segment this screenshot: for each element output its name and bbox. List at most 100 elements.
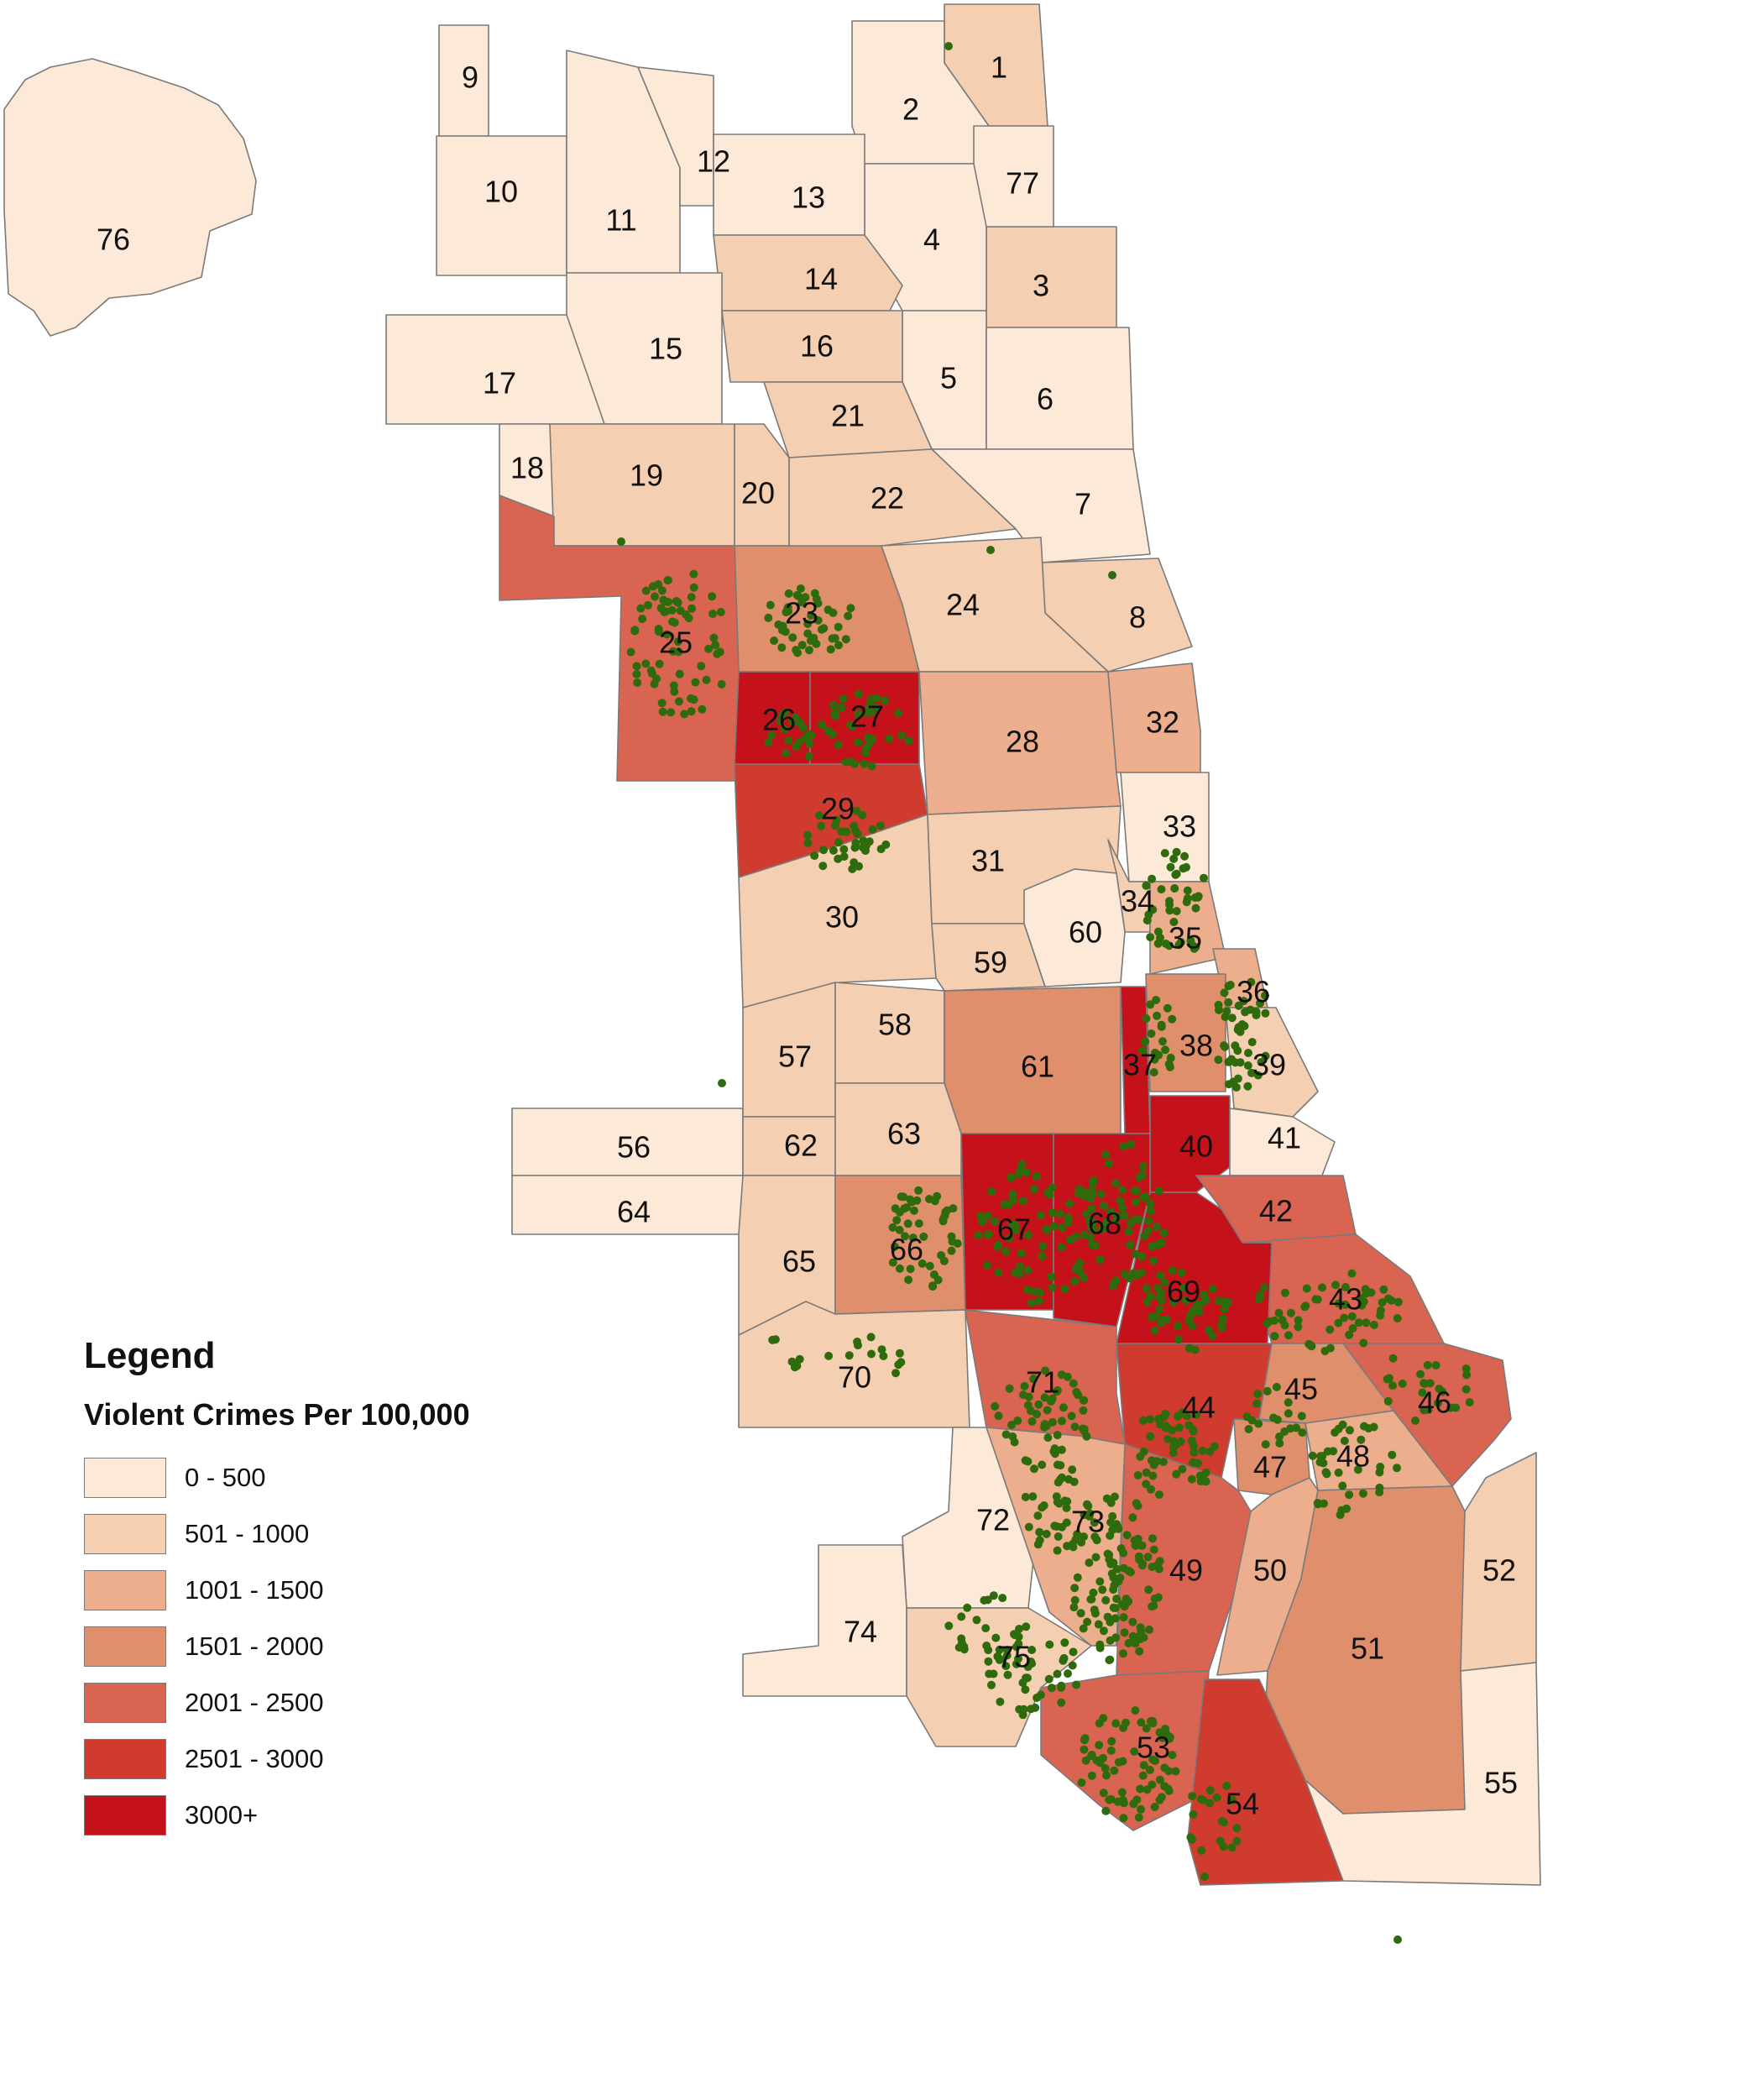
community-area-3	[986, 226, 1117, 328]
incident-point	[1224, 998, 1233, 1007]
incident-point	[828, 634, 837, 643]
incident-point	[933, 1275, 943, 1285]
incident-point	[1095, 1577, 1105, 1586]
incident-point	[1171, 1767, 1180, 1776]
incident-point	[1342, 1504, 1351, 1513]
incident-point	[1139, 1761, 1148, 1770]
legend-subtitle: Violent Crimes Per 100,000	[84, 1397, 470, 1432]
legend-swatch	[84, 1794, 166, 1836]
incident-point	[1152, 1223, 1161, 1232]
incident-point	[1247, 977, 1256, 987]
community-area-label: 40	[1179, 1129, 1213, 1164]
incident-point	[987, 1186, 996, 1196]
community-area-76	[3, 58, 257, 337]
incident-point	[1359, 1338, 1368, 1348]
incident-point	[918, 1259, 927, 1268]
community-area-label: 17	[483, 366, 516, 401]
incident-point	[1095, 1741, 1104, 1750]
incident-point	[1233, 1046, 1242, 1055]
incident-point	[1113, 1797, 1122, 1806]
incident-point	[983, 1261, 992, 1270]
incident-point	[1111, 1719, 1121, 1728]
incident-point	[834, 838, 843, 847]
incident-point	[981, 1624, 991, 1633]
incident-point	[1119, 1814, 1128, 1823]
incident-point	[1153, 1593, 1163, 1602]
incident-point	[1215, 1296, 1223, 1306]
incident-point	[823, 605, 833, 615]
incident-point	[1146, 1199, 1155, 1208]
incident-point	[803, 620, 813, 628]
incident-point	[868, 825, 877, 834]
incident-point	[818, 861, 828, 871]
incident-point	[1153, 1284, 1163, 1292]
incident-point	[689, 695, 698, 704]
incident-point	[1275, 1432, 1284, 1441]
incident-point	[1383, 1396, 1393, 1406]
incident-point	[1168, 1266, 1177, 1275]
incident-point	[1275, 1438, 1284, 1448]
incident-point	[1033, 1540, 1043, 1549]
community-area-label: 72	[976, 1503, 1010, 1537]
incident-point	[1080, 1745, 1089, 1754]
incident-point	[876, 821, 885, 830]
incident-point	[788, 633, 797, 642]
incident-point	[1169, 1297, 1178, 1307]
incident-point	[1200, 873, 1208, 882]
incident-point	[1263, 1386, 1272, 1396]
incident-point	[1256, 998, 1264, 1008]
incident-point	[1142, 881, 1151, 890]
incident-point	[1038, 1252, 1047, 1261]
incident-point	[1220, 1304, 1229, 1313]
incident-point	[1045, 1640, 1054, 1649]
incident-point	[1143, 1553, 1153, 1562]
community-area-label: 60	[1069, 915, 1102, 950]
community-area-label: 4	[923, 223, 940, 257]
incident-point	[657, 586, 667, 595]
incident-point	[715, 647, 724, 657]
incident-point	[1214, 1000, 1223, 1009]
incident-point	[1150, 1326, 1159, 1335]
incident-point	[658, 707, 667, 716]
incident-point	[1181, 1296, 1190, 1305]
incident-point	[943, 1206, 952, 1215]
incident-point	[1068, 1465, 1077, 1474]
incident-point	[1127, 1218, 1136, 1228]
incident-point	[1200, 1872, 1209, 1881]
community-area-label: 66	[890, 1233, 923, 1267]
incident-point	[1161, 1045, 1170, 1055]
incident-point	[1274, 1308, 1284, 1317]
incident-point	[1101, 1764, 1110, 1773]
incident-point	[1188, 1792, 1197, 1801]
community-area-label: 69	[1167, 1275, 1200, 1309]
incident-point	[1120, 1211, 1129, 1220]
incident-point	[1319, 1458, 1328, 1468]
incident-point	[1079, 1396, 1088, 1405]
incident-point	[1192, 1410, 1201, 1419]
incident-point	[1120, 1628, 1129, 1637]
incident-point	[661, 597, 670, 606]
incident-point	[1157, 885, 1166, 894]
community-area-label: 49	[1169, 1553, 1203, 1588]
incident-point	[823, 726, 833, 736]
incident-point	[1118, 1186, 1127, 1195]
legend-label: 501 - 1000	[185, 1518, 310, 1548]
community-area-label: 67	[997, 1212, 1031, 1247]
incident-point	[928, 1281, 938, 1291]
incident-point	[689, 583, 698, 592]
incident-point	[1118, 1203, 1127, 1212]
incident-point	[1189, 1448, 1199, 1457]
incident-point	[1014, 1639, 1023, 1648]
incident-point	[1070, 1276, 1080, 1286]
incident-point	[1128, 1631, 1137, 1641]
incident-point	[1423, 1360, 1432, 1369]
incident-point	[1438, 1387, 1447, 1396]
incident-point	[1164, 1786, 1174, 1795]
incident-point	[1153, 927, 1163, 936]
incident-point	[1087, 1751, 1096, 1760]
incident-point	[1148, 1471, 1158, 1480]
incident-point	[1142, 916, 1152, 925]
incident-point	[1019, 1390, 1027, 1400]
incident-point	[805, 739, 814, 748]
incident-point	[1014, 1170, 1023, 1179]
